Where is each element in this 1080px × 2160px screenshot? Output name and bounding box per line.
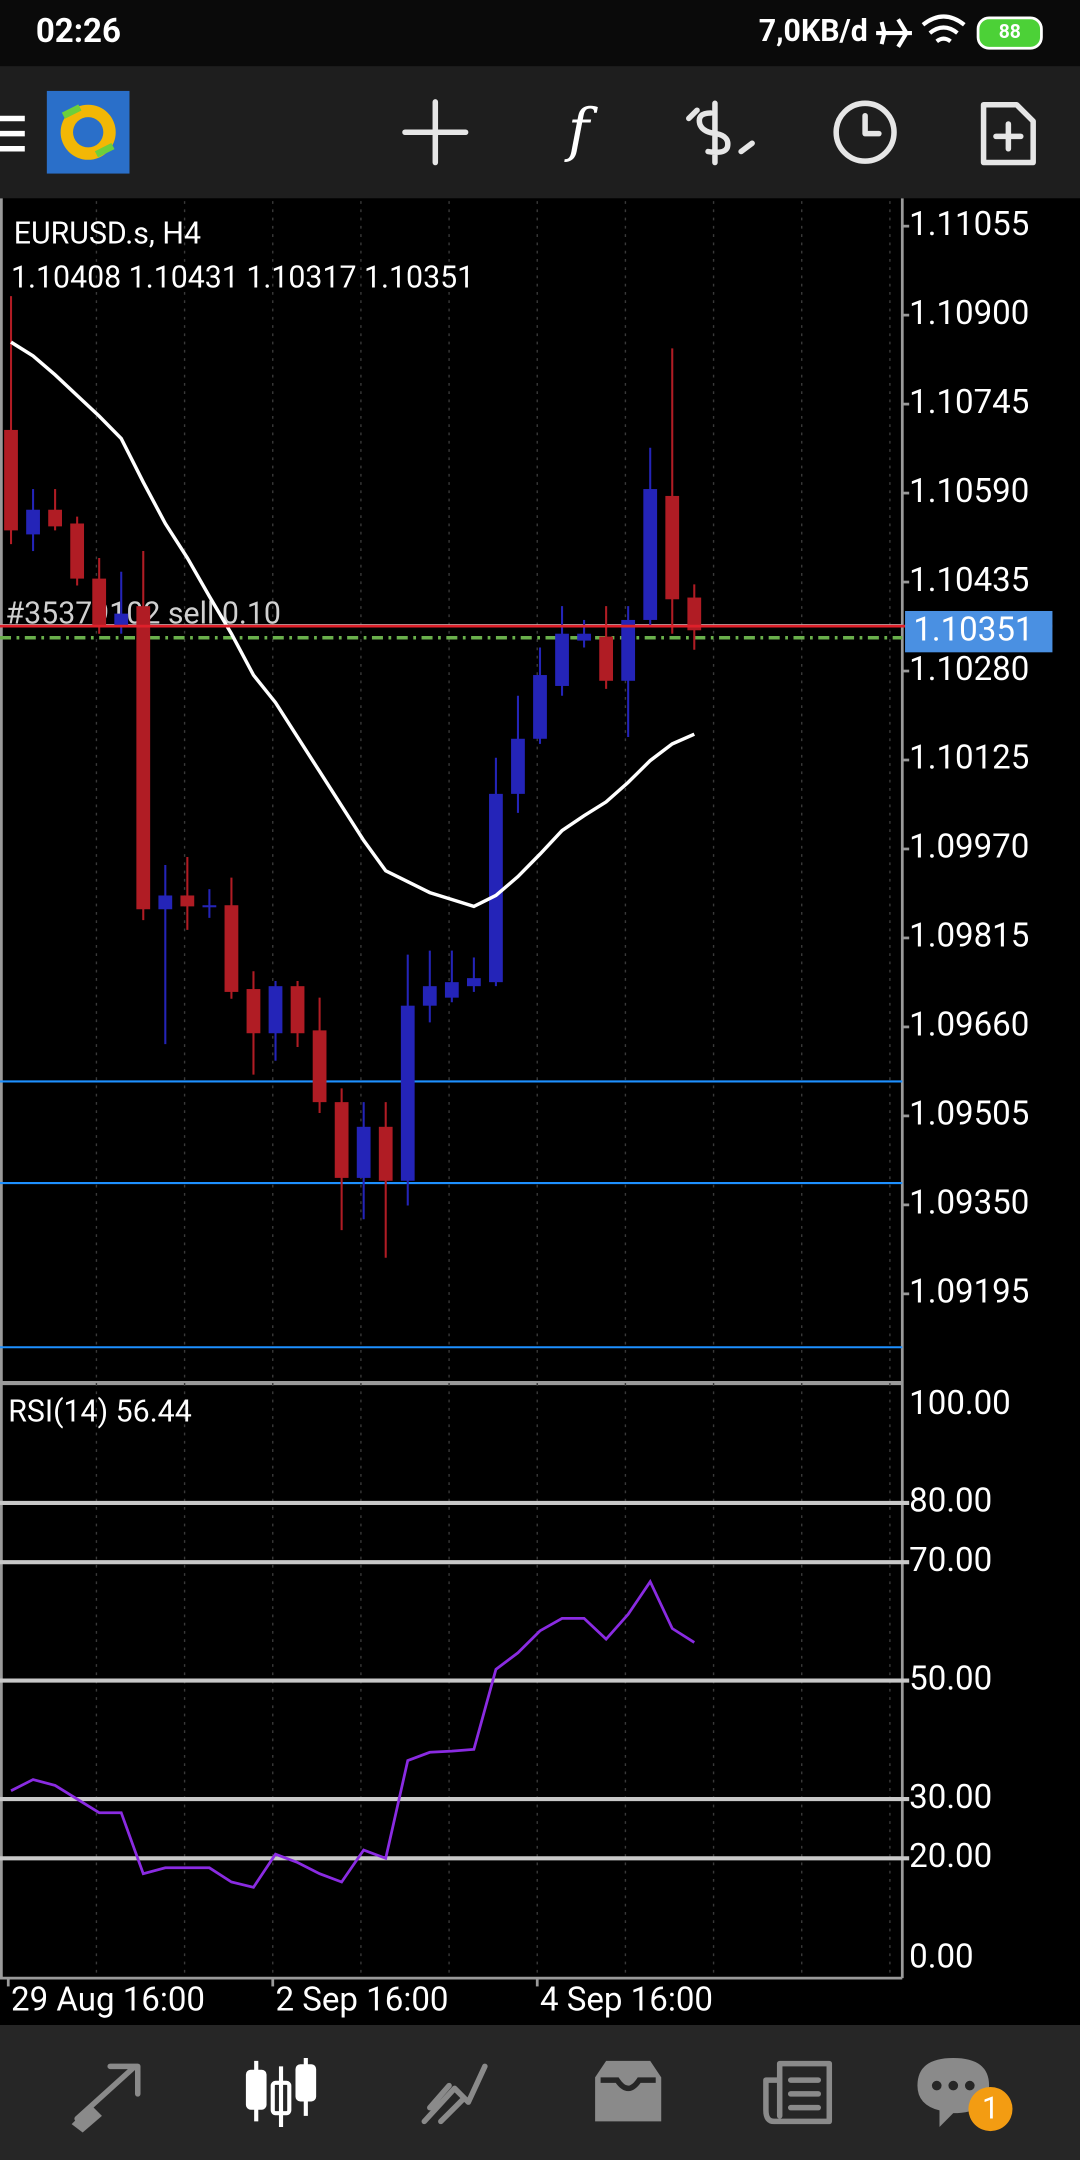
x-tick-label: 2 Sep 16:00 [276,1980,449,2019]
candle-body [202,905,217,908]
y-tick-label: 20.00 [909,1837,992,1876]
network-speed: 7,0KB/d [759,14,868,49]
rsi-line [10,1578,696,1889]
y-tick-label: 100.00 [909,1384,1011,1423]
battery-level: 88 [999,20,1021,43]
candle-body [687,597,702,631]
crosshair-button[interactable] [402,99,469,166]
y-tick-label: 70.00 [909,1541,992,1580]
candle-body [48,509,62,527]
candle-body [643,489,658,620]
rsi-title: RSI(14) 56.44 [8,1394,191,1429]
x-tick-label: 29 Aug 16:00 [11,1980,205,2019]
candle-body [224,905,239,992]
y-tick-label: 1.09815 [909,917,1029,956]
y-tick-label: 1.11055 [909,205,1029,244]
status-bar [0,0,1080,67]
candle-body [533,675,547,739]
y-tick-label: 1.09350 [909,1184,1029,1223]
candle-body [180,895,195,907]
airplane-icon [876,18,912,48]
candle-body [511,738,525,794]
news-tab[interactable] [763,2060,833,2125]
app-icon[interactable] [46,90,130,174]
chat-badge: 1 [982,2091,999,2126]
y-tick-label: 50.00 [909,1659,992,1698]
battery [976,16,1043,50]
new-order-button[interactable] [980,101,1036,166]
y-tick-label: 1.10435 [909,561,1029,600]
candle-body [378,1126,393,1181]
candle-body [466,978,481,987]
trade-button[interactable] [686,100,755,166]
candle-body [268,986,283,1034]
candle-body [555,633,569,686]
candle-body [444,982,459,998]
bid-box [905,610,1053,653]
clock: 02:26 [36,12,121,51]
y-tick-label: 1.10745 [909,383,1029,422]
candle-body [136,606,151,910]
bid-label: 1.10351 [913,610,1033,649]
moving-average [10,340,695,909]
y-tick-label: 1.10280 [909,650,1029,689]
candle-body [114,613,129,627]
symbol-title: EURUSD.s, H4 [14,217,201,252]
y-tick-label: 80.00 [909,1482,992,1521]
candle-body [422,986,437,1006]
candle-body [599,636,614,681]
bottom-nav [0,2025,1080,2160]
candle-body [577,633,591,641]
price-pane: 1.11055 1.10900 1.10745 1.10590 1.10435 1.102… [0,205,1053,1349]
y-tick-label: 30.00 [909,1778,992,1817]
y-tick-label: 1.10125 [909,739,1029,778]
candle-body [312,1030,327,1103]
candle-body [334,1102,349,1178]
wifi-icon [921,14,966,44]
candle-body [246,989,261,1034]
candle-body [400,1005,415,1181]
y-tick-label: 1.09970 [909,828,1029,867]
timeframe-button[interactable] [833,100,897,164]
trade-tab[interactable] [421,2063,488,2125]
candle-body [92,578,107,627]
candle-body [70,523,85,579]
candle-body [356,1126,371,1178]
chart-tab[interactable] [245,2058,317,2127]
vertical-grid [95,201,891,1976]
y-tick-label: 1.10590 [909,472,1029,511]
ohlc-readout: 1.10408 1.10431 1.10317 1.10351 [11,261,474,296]
candle-body [158,895,173,910]
y-tick-label: 0.00 [909,1938,973,1977]
y-tick-label: 1.09195 [909,1273,1029,1312]
candle-body [489,793,503,983]
x-tick-label: 4 Sep 16:00 [540,1980,713,2019]
candle-body [665,495,680,600]
toolbar [0,66,1080,199]
history-tab[interactable] [595,2060,662,2122]
candle-body [621,619,636,681]
rsi-pane: 100.00 80.00 70.00 50.00 30.00 20.00 0.00 [0,1384,1011,1977]
candle-body [4,429,18,531]
candle-body [26,509,40,535]
candle-body [290,986,305,1034]
menu-button[interactable] [0,115,25,152]
y-tick-label: 1.09660 [909,1006,1029,1045]
chat-tab[interactable] [917,2058,1013,2132]
chart-area [0,198,1080,2026]
y-tick-label: 1.10900 [909,294,1029,333]
y-tick-label: 1.09505 [909,1095,1029,1134]
quotes-tab[interactable] [71,2063,141,2133]
